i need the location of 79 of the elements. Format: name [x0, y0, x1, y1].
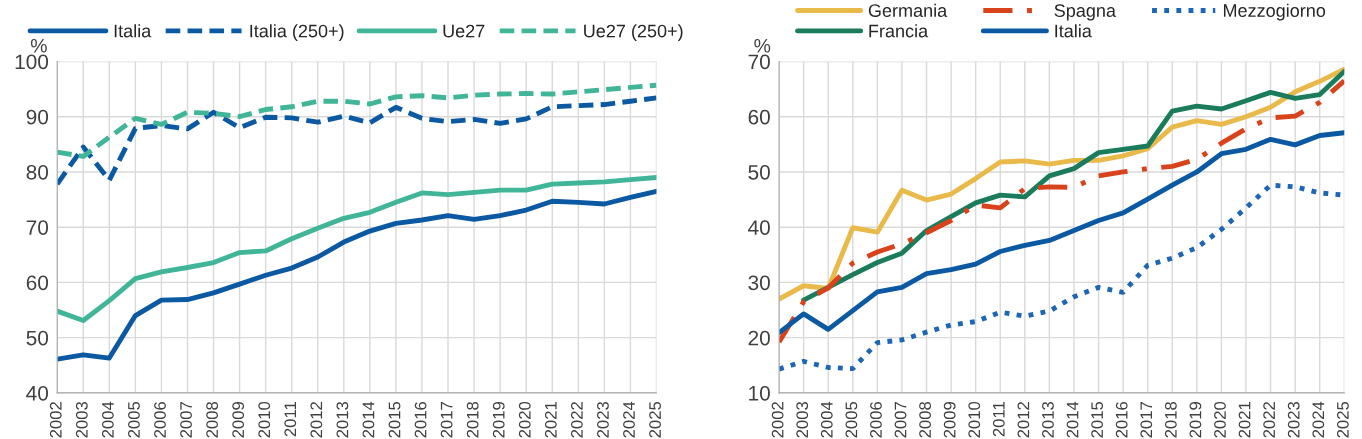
x-tick-label: 2016 [414, 401, 427, 438]
x-tick-label: 2014 [1066, 401, 1079, 438]
y-tick-label: 60 [26, 275, 49, 291]
x-tick-label: 2007 [894, 402, 907, 438]
y-tick-label: 40 [748, 220, 770, 235]
line-series [779, 130, 1345, 336]
x-tick-label: 2013 [336, 401, 349, 438]
x-tick-label: 2009 [232, 402, 245, 438]
line-series [57, 82, 657, 159]
legend-label: Italia [1055, 24, 1092, 38]
x-tick-label: 2010 [968, 401, 981, 438]
x-tick-label: 2015 [1091, 401, 1104, 438]
x-tick-label: 2018 [1164, 401, 1177, 438]
line-series [57, 95, 657, 187]
legend-label: Ue27 (250+) [584, 24, 683, 41]
x-tick-label: 2017 [440, 402, 453, 438]
x-tick-label: 2012 [1017, 402, 1030, 438]
y-axis-title: % [754, 38, 771, 53]
y-axis-title: % [30, 38, 47, 53]
line-series [57, 175, 657, 323]
x-tick-label: 2004 [820, 401, 833, 438]
x-tick-label: 2008 [206, 401, 219, 438]
x-tick-label: 2021 [544, 402, 557, 438]
x-tick-label: 2003 [75, 401, 88, 438]
y-tick-label: 70 [26, 220, 49, 235]
legend-label: Spagna [1054, 4, 1116, 21]
x-tick-label: 2005 [845, 401, 858, 438]
y-tick-label: 40 [26, 385, 49, 401]
x-tick-label: 2007 [180, 402, 192, 438]
x-tick-label: 2013 [1042, 401, 1054, 438]
y-tick-label: 50 [26, 330, 49, 346]
line-series [779, 78, 1345, 345]
x-tick-label: 2017 [1140, 402, 1153, 438]
x-tick-label: 2023 [597, 401, 609, 438]
x-tick-label: 2010 [258, 401, 271, 438]
x-tick-label: 2022 [1263, 402, 1276, 438]
x-tick-label: 2008 [919, 401, 931, 438]
legend-label: Ue27 [443, 24, 485, 38]
x-tick-label: 2020 [518, 401, 531, 438]
x-tick-label: 2003 [796, 401, 809, 438]
line-series [57, 188, 657, 362]
x-tick-label: 2002 [49, 402, 62, 438]
x-tick-label: 2005 [128, 401, 140, 438]
y-tick-label: 10 [749, 385, 770, 401]
x-tick-label: 2025 [649, 401, 661, 438]
x-tick-label: 2015 [388, 401, 401, 438]
y-tick-label: 60 [748, 109, 770, 125]
x-tick-label: 2016 [1115, 401, 1128, 438]
x-tick-label: 2021 [1238, 402, 1251, 438]
x-tick-label: 2023 [1287, 401, 1300, 438]
legend-label: Italia [114, 24, 152, 38]
x-tick-label: 2019 [1189, 402, 1202, 438]
x-tick-label: 2004 [101, 401, 114, 438]
x-tick-label: 2024 [1312, 401, 1325, 438]
x-tick-label: 2024 [623, 401, 635, 438]
x-tick-label: 2012 [310, 402, 323, 438]
y-tick-label: 50 [748, 164, 770, 180]
y-tick-label: 70 [748, 54, 770, 70]
legend-label: Francia [869, 24, 929, 38]
y-tick-label: 100 [15, 54, 49, 70]
x-tick-label: 2009 [943, 402, 956, 438]
y-tick-label: 80 [26, 164, 49, 180]
x-tick-label: 2006 [154, 401, 166, 438]
x-tick-label: 2020 [1214, 401, 1226, 438]
x-tick-label: 2006 [870, 401, 882, 438]
x-tick-label: 2022 [570, 402, 583, 438]
y-tick-label: 30 [748, 275, 770, 291]
legend-label: Germania [868, 3, 948, 17]
x-tick-label: 2002 [771, 402, 784, 438]
x-tick-label: 2011 [992, 402, 1005, 437]
legend-label: Italia (250+) [250, 24, 344, 41]
y-tick-label: 20 [748, 330, 770, 346]
x-tick-label: 2014 [362, 401, 375, 438]
y-tick-label: 90 [26, 109, 49, 125]
x-tick-label: 2025 [1336, 401, 1349, 438]
legend-label: Mezzogiorno [1223, 3, 1326, 21]
x-tick-label: 2011 [284, 402, 297, 437]
x-tick-label: 2018 [466, 401, 479, 438]
x-tick-label: 2019 [492, 402, 505, 438]
